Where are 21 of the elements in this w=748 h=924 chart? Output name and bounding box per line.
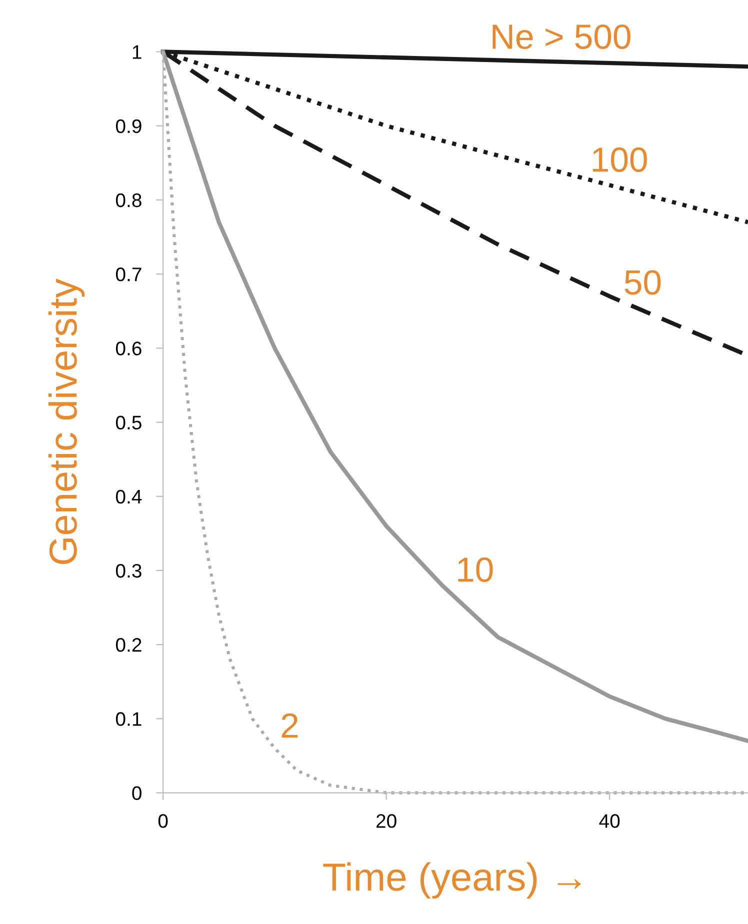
y-tick-label: 0.6 — [116, 342, 142, 356]
y-axis-title: Genetic diversity — [48, 278, 85, 564]
y-tick-label: 0.9 — [116, 119, 142, 134]
y-tick-label: 0.2 — [116, 638, 142, 652]
x-tick-label: 40 — [599, 814, 620, 828]
y-tick-label: 0.5 — [116, 416, 142, 430]
x-tick-label: 0 — [158, 814, 168, 828]
series-label: 50 — [624, 270, 661, 295]
y-tick-label: 1 — [132, 45, 142, 59]
y-tick-label: 0.1 — [116, 712, 142, 726]
y-tick-label: 0.4 — [116, 490, 142, 504]
y-tick-label: 0 — [132, 786, 142, 800]
x-axis-title: Time (years) → — [323, 862, 581, 899]
series-label: 10 — [458, 557, 493, 582]
y-tick-label: 0.3 — [116, 564, 142, 578]
series-label: Ne > 500 — [492, 24, 630, 50]
y-tick-label: 0.8 — [116, 193, 142, 208]
x-tick-label: 20 — [376, 814, 396, 828]
series-label: 2 — [282, 713, 298, 738]
series-label: 100 — [593, 147, 647, 172]
y-tick-label: 0.7 — [116, 268, 142, 282]
